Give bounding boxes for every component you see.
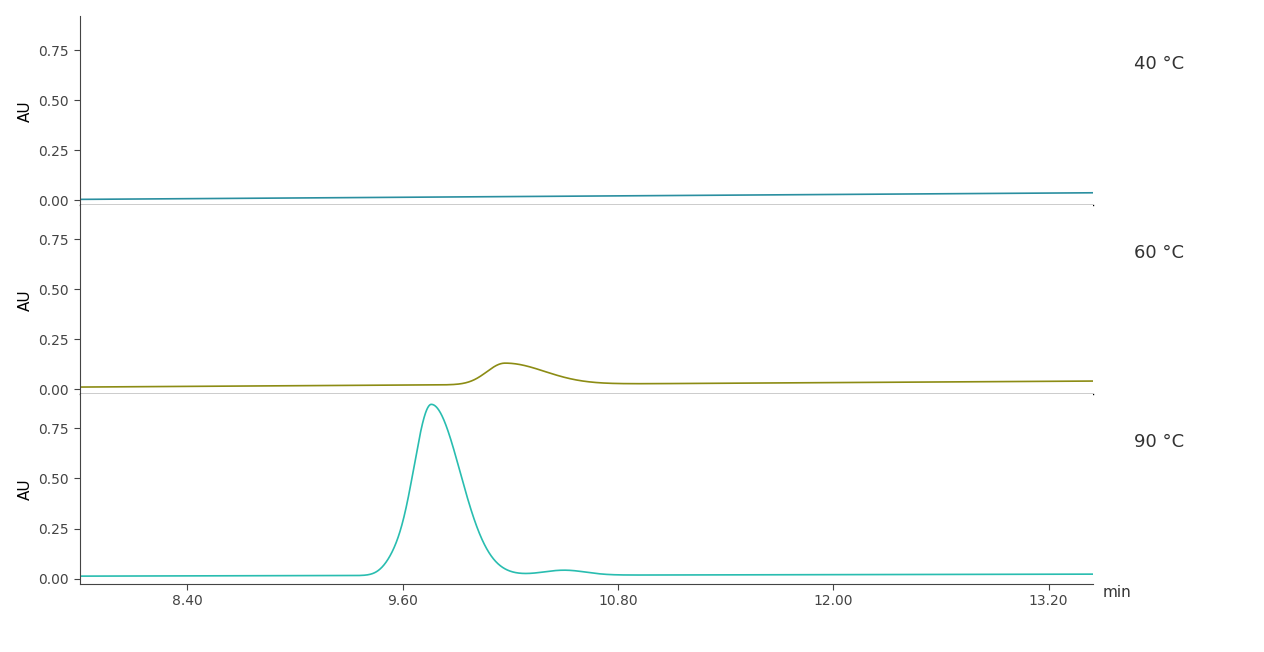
Text: 60 °C: 60 °C <box>1134 244 1184 261</box>
Text: 90 °C: 90 °C <box>1134 433 1184 451</box>
Y-axis label: AU: AU <box>18 289 33 311</box>
Text: min: min <box>1102 585 1131 600</box>
Y-axis label: AU: AU <box>18 478 33 500</box>
Y-axis label: AU: AU <box>18 100 33 122</box>
Text: 40 °C: 40 °C <box>1134 55 1184 72</box>
